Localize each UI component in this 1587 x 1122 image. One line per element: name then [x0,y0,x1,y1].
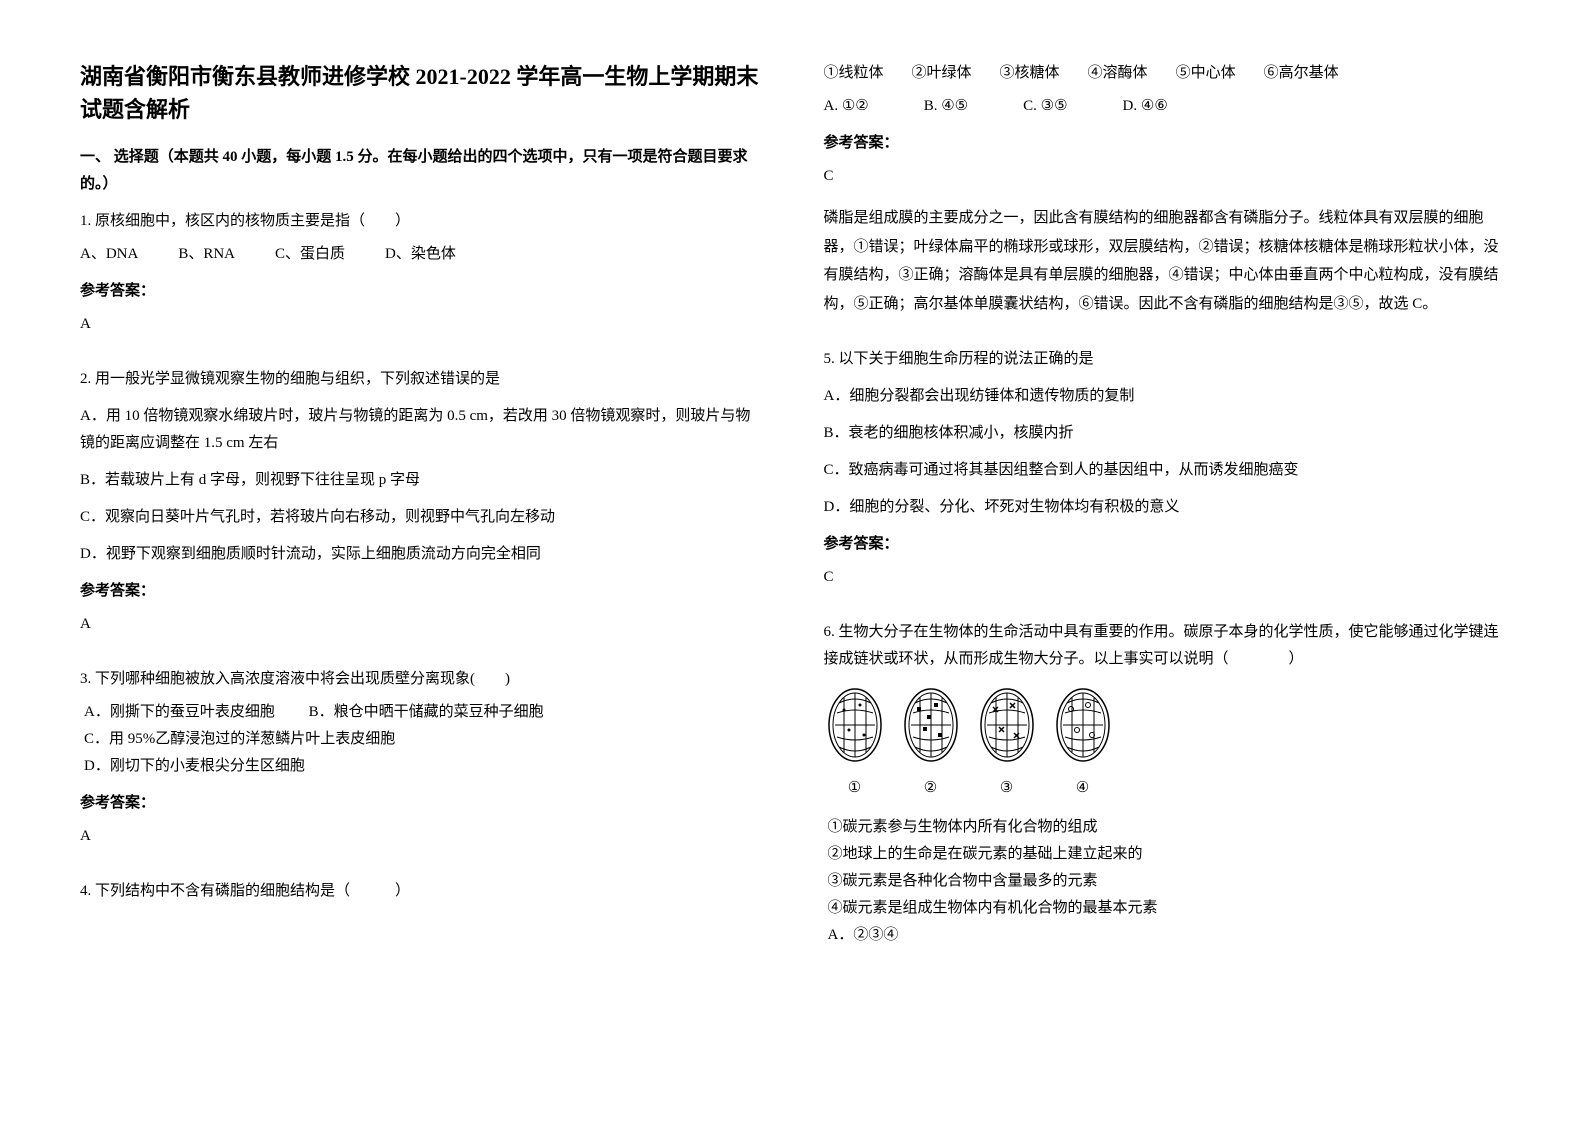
option-a: A、DNA [80,241,138,268]
option-d: D．刚切下的小麦根尖分生区细胞 [80,753,764,780]
question-4-part2: ①线粒体 ②叶绿体 ③核糖体 ④溶酶体 ⑤中心体 ⑥高尔基体 A. ①② B. … [824,60,1508,332]
question-5: 5. 以下关于细胞生命历程的说法正确的是 A．细胞分裂都会出现纺锤体和遗传物质的… [824,346,1508,605]
diagram-label: ③ [1000,775,1013,802]
circ-1: ①线粒体 [824,60,884,87]
diagram-label: ① [848,775,861,802]
diagram-2: ② [900,685,962,802]
cell-icon [976,685,1038,775]
statement-3: ③碳元素是各种化合物中含量最多的元素 [824,868,1508,895]
answer-label: 参考答案： [80,278,764,305]
question-1: 1. 原核细胞中，核区内的核物质主要是指（ ） A、DNA B、RNA C、蛋白… [80,208,764,352]
option-b: B．粮仓中晒干储藏的菜豆种子细胞 [309,704,544,720]
option-b: B．衰老的细胞核体积减小，核膜内折 [824,420,1508,447]
question-4-part1: 4. 下列结构中不含有磷脂的细胞结构是（ ） [80,878,764,911]
question-text: 4. 下列结构中不含有磷脂的细胞结构是（ ） [80,878,764,905]
answer-label: 参考答案： [80,578,764,605]
diagram-3: ③ [976,685,1038,802]
diagram-label: ④ [1076,775,1089,802]
option-a: A．②③④ [824,922,1508,949]
document-title: 湖南省衡阳市衡东县教师进修学校 2021-2022 学年高一生物上学期期末试题含… [80,60,764,126]
question-text: 5. 以下关于细胞生命历程的说法正确的是 [824,346,1508,373]
option-c: C．致癌病毒可通过将其基因组整合到人的基因组中，从而诱发细胞癌变 [824,457,1508,484]
question-text: 1. 原核细胞中，核区内的核物质主要是指（ ） [80,208,764,235]
diagram-label: ② [924,775,937,802]
option-c: C．观察向日葵叶片气孔时，若将玻片向右移动，则视野中气孔向左移动 [80,504,764,531]
answer-value: C [824,163,1508,190]
option-a: A. ①② [824,93,869,120]
answer-label: 参考答案： [824,130,1508,157]
option-c: C．用 95%乙醇浸泡过的洋葱鳞片叶上表皮细胞 [80,726,764,753]
option-b: B．若载玻片上有 d 字母，则视野下往往呈现 p 字母 [80,467,764,494]
answer-label: 参考答案： [80,790,764,817]
question-text: 2. 用一般光学显微镜观察生物的细胞与组织，下列叙述错误的是 [80,366,764,393]
answer-value: A [80,611,764,638]
answer-label: 参考答案： [824,531,1508,558]
section-header: 一、 选择题（本题共 40 小题，每小题 1.5 分。在每小题给出的四个选项中，… [80,144,764,198]
cell-diagrams: ① ② [824,685,1508,802]
options-row: A、DNA B、RNA C、蛋白质 D、染色体 [80,241,764,268]
question-2: 2. 用一般光学显微镜观察生物的细胞与组织，下列叙述错误的是 A．用 10 倍物… [80,366,764,652]
cell-icon [824,685,886,775]
circ-6: ⑥高尔基体 [1264,60,1339,87]
question-text: 6. 生物大分子在生物体的生命活动中具有重要的作用。碳原子本身的化学性质，使它能… [824,619,1508,673]
statement-1: ①碳元素参与生物体内所有化合物的组成 [824,814,1508,841]
answer-value: A [80,823,764,850]
letter-options: A. ①② B. ④⑤ C. ③⑤ D. ④⑥ [824,93,1508,120]
explanation: 磷脂是组成膜的主要成分之一，因此含有膜结构的细胞器都含有磷脂分子。线粒体具有双层… [824,204,1508,318]
option-d: D. ④⑥ [1123,93,1168,120]
circ-5: ⑤中心体 [1176,60,1236,87]
option-d: D．视野下观察到细胞质顺时针流动，实际上细胞质流动方向完全相同 [80,541,764,568]
options-row: A．刚撕下的蚕豆叶表皮细胞 B．粮仓中晒干储藏的菜豆种子细胞 [80,699,764,726]
cell-icon [1052,685,1114,775]
cell-icon [900,685,962,775]
question-text: 3. 下列哪种细胞被放入高浓度溶液中将会出现质壁分离现象( ) [80,666,764,693]
circled-options: ①线粒体 ②叶绿体 ③核糖体 ④溶酶体 ⑤中心体 ⑥高尔基体 [824,60,1508,87]
circ-3: ③核糖体 [1000,60,1060,87]
answer-value: A [80,311,764,338]
option-c: C、蛋白质 [275,241,345,268]
left-column: 湖南省衡阳市衡东县教师进修学校 2021-2022 学年高一生物上学期期末试题含… [80,60,764,1062]
answer-value: C [824,564,1508,591]
question-6: 6. 生物大分子在生物体的生命活动中具有重要的作用。碳原子本身的化学性质，使它能… [824,619,1508,949]
statement-4: ④碳元素是组成生物体内有机化合物的最基本元素 [824,895,1508,922]
option-a: A．刚撕下的蚕豆叶表皮细胞 [80,704,275,720]
option-d: D．细胞的分裂、分化、坏死对生物体均有积极的意义 [824,494,1508,521]
statement-2: ②地球上的生命是在碳元素的基础上建立起来的 [824,841,1508,868]
option-a: A．细胞分裂都会出现纺锤体和遗传物质的复制 [824,383,1508,410]
right-column: ①线粒体 ②叶绿体 ③核糖体 ④溶酶体 ⑤中心体 ⑥高尔基体 A. ①② B. … [824,60,1508,1062]
circ-2: ②叶绿体 [912,60,972,87]
diagram-1: ① [824,685,886,802]
option-b: B、RNA [178,241,235,268]
question-3: 3. 下列哪种细胞被放入高浓度溶液中将会出现质壁分离现象( ) A．刚撕下的蚕豆… [80,666,764,864]
option-a: A．用 10 倍物镜观察水绵玻片时，玻片与物镜的距离为 0.5 cm，若改用 3… [80,403,764,457]
option-b: B. ④⑤ [924,93,968,120]
option-c: C. ③⑤ [1023,93,1067,120]
circ-4: ④溶酶体 [1088,60,1148,87]
diagram-4: ④ [1052,685,1114,802]
option-d: D、染色体 [385,241,456,268]
